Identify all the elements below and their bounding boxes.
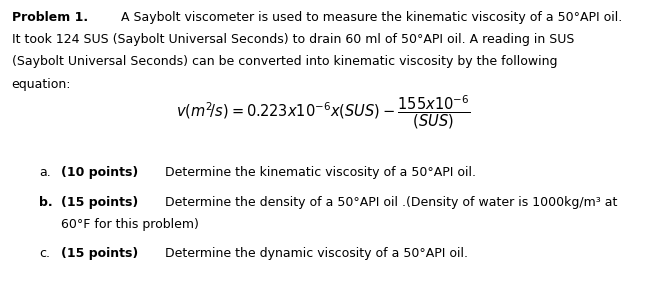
Text: b.: b.	[39, 196, 52, 209]
Text: (15 points): (15 points)	[61, 247, 138, 260]
Text: (15 points): (15 points)	[61, 196, 138, 209]
Text: A Saybolt viscometer is used to measure the kinematic viscosity of a 50°API oil.: A Saybolt viscometer is used to measure …	[113, 11, 622, 24]
Text: (Saybolt Universal Seconds) can be converted into kinematic viscosity by the fol: (Saybolt Universal Seconds) can be conve…	[12, 55, 557, 68]
Text: equation:: equation:	[12, 78, 71, 90]
Text: Determine the dynamic viscosity of a 50°API oil.: Determine the dynamic viscosity of a 50°…	[161, 247, 468, 260]
Text: $\mathit{v}(\mathit{m}^2\!/\mathit{s}) = 0.223x10^{-6}x(\mathit{SUS}) - \dfrac{1: $\mathit{v}(\mathit{m}^2\!/\mathit{s}) =…	[176, 94, 471, 131]
Text: (10 points): (10 points)	[61, 166, 138, 178]
Text: Determine the density of a 50°API oil .(Density of water is 1000kg/m³ at: Determine the density of a 50°API oil .(…	[161, 196, 617, 209]
Text: c.: c.	[39, 247, 50, 260]
Text: Determine the kinematic viscosity of a 50°API oil.: Determine the kinematic viscosity of a 5…	[161, 166, 476, 178]
Text: a.: a.	[39, 166, 50, 178]
Text: Problem 1.: Problem 1.	[12, 11, 88, 24]
Text: 60°F for this problem): 60°F for this problem)	[61, 219, 199, 231]
Text: It took 124 SUS (Saybolt Universal Seconds) to drain 60 ml of 50°API oil. A read: It took 124 SUS (Saybolt Universal Secon…	[12, 33, 574, 46]
